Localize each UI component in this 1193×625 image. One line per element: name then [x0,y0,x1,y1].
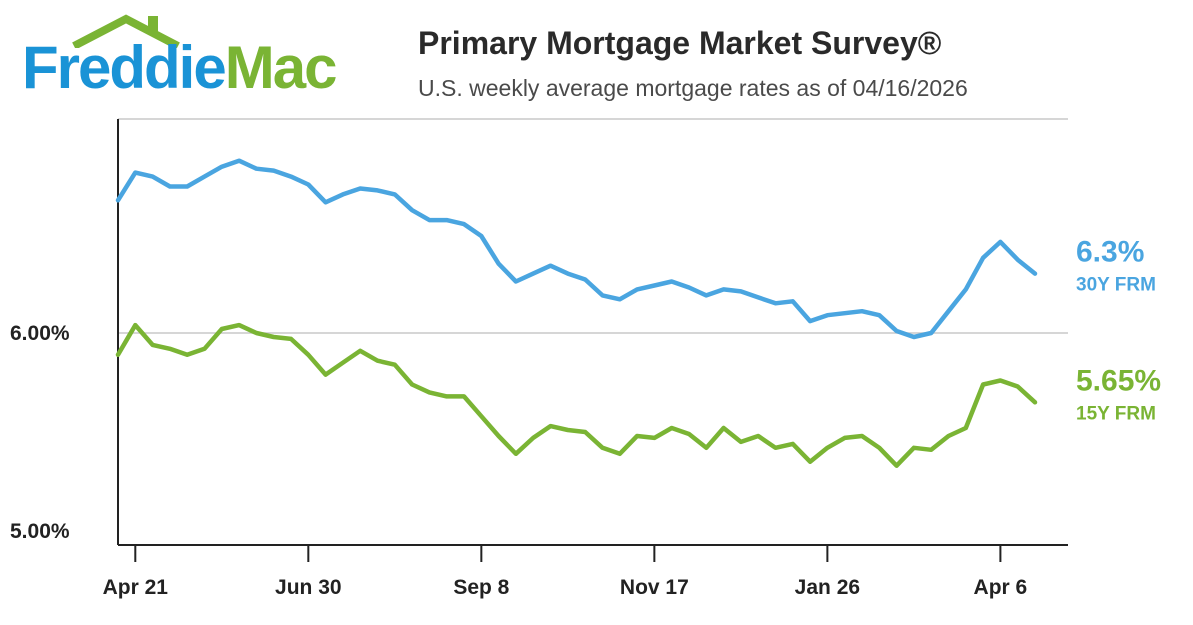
freddie-mac-logo: FreddieMac [22,14,382,106]
axes [117,119,1068,562]
x-tick-label: Jun 30 [275,576,342,599]
x-tick-label: Sep 8 [453,576,509,599]
x-tick-label: Apr 21 [103,576,169,599]
chart-labels: 6.00% 5.00% Apr 21 Jun 30 Sep 8 Nov 17 Jan 26 A… [10,236,1161,599]
series-name-label: 15Y FRM [1076,403,1156,424]
x-tick-label: Nov 17 [620,576,689,599]
end-value-label: 6.3% [1076,236,1144,269]
series-lines [115,158,1038,468]
series-line-30y-frm [115,158,1038,340]
house-roof-icon [72,14,180,48]
logo-word-mac: Mac [224,34,338,101]
x-tick-label: Apr 6 [974,576,1028,599]
end-value-label: 5.65% [1076,364,1161,397]
gridlines [118,118,1068,334]
chart-title: Primary Mortgage Market Survey® [418,25,942,61]
x-tick-label: Jan 26 [795,576,860,599]
y-tick-label: 5.00% [10,520,70,543]
y-tick-label: 6.00% [10,322,70,345]
series-name-label: 30Y FRM [1076,275,1156,296]
logo-wordmark: FreddieMac [22,38,337,98]
chart-subtitle: U.S. weekly average mortgage rates as of… [418,75,968,101]
logo-word-freddie: Freddie [22,34,227,101]
series-line-15y-frm [115,322,1038,468]
